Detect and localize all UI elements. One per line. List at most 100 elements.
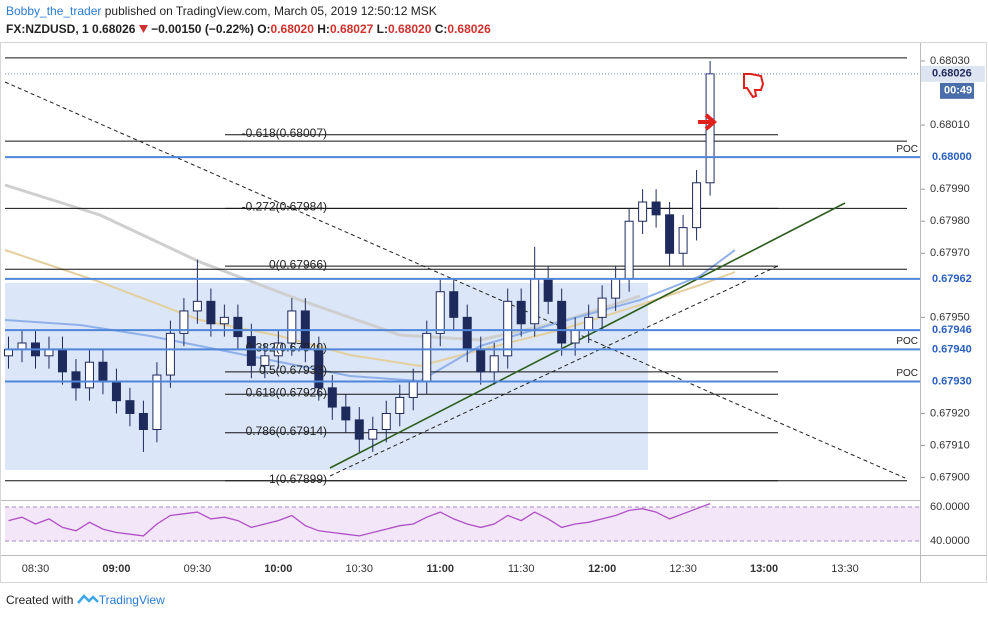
level-label: 0.67940	[932, 343, 972, 355]
y-tick-label: 0.68010	[930, 119, 970, 131]
rsi-tick-label: 60.0000	[930, 501, 970, 513]
candle-body	[192, 300, 202, 312]
author[interactable]: Bobby_the_trader	[6, 4, 102, 18]
candle-body	[530, 278, 540, 325]
level-label: 0.67946	[932, 324, 972, 336]
x-tick-label: 12:30	[669, 563, 697, 575]
candle-body	[516, 300, 526, 325]
ohlc-key: O:	[257, 22, 271, 36]
published: published on TradingView.com, March 05, …	[104, 4, 437, 18]
fib-label: -0.272(0.67984)	[242, 200, 327, 214]
down-arrow	[138, 25, 148, 33]
y-tick-label: 0.67920	[930, 407, 970, 419]
trend-line	[4, 81, 906, 479]
candle-body	[597, 297, 607, 318]
fib-label: 0.382(0.67940)	[246, 341, 327, 355]
y-tick-label: 0.67980	[930, 215, 970, 227]
ohlc-value: 0.68026	[447, 22, 491, 36]
x-tick-label: 11:00	[426, 563, 454, 575]
level-badge	[921, 322, 985, 339]
last-price-badge	[921, 65, 985, 82]
candle-body	[327, 387, 337, 408]
ohlc: O:0.68020 H:0.68027 L:0.68020 C:0.68026	[257, 22, 491, 36]
arrow-annotation	[698, 113, 718, 131]
candle-body	[219, 316, 229, 325]
candle-body	[624, 220, 634, 280]
thumbs-down-icon	[743, 73, 765, 99]
last-price-label: 0.68026	[932, 68, 972, 80]
candle-body	[354, 419, 364, 440]
ohlc-value: 0.68020	[388, 22, 432, 36]
level-label: 0.67930	[932, 375, 972, 387]
chart-frame	[0, 42, 987, 583]
x-tick-label: 08:30	[22, 563, 50, 575]
candle-body	[152, 374, 162, 431]
footer-prefix: Created with	[6, 593, 74, 607]
candle-body	[260, 355, 270, 366]
candle-body	[449, 291, 459, 318]
level-tag: POC	[896, 336, 918, 347]
fib-label: 1(0.67899)	[269, 472, 327, 486]
level-badge	[921, 373, 985, 390]
last: 0.68026	[92, 22, 136, 36]
candle-body	[570, 329, 580, 344]
x-tick-label: 10:30	[346, 563, 374, 575]
candle-body	[341, 406, 351, 421]
logo	[76, 594, 99, 604]
x-tick-label: 09:00	[102, 563, 130, 575]
symbol-line: FX:NZDUSD, 1 0.68026 −0.00150 (−0.22%) O…	[6, 22, 491, 36]
chart: -0.618(0.68007) -0.272(0.67984) 0(0.67966)…	[0, 42, 987, 583]
y-tick-label: 0.67900	[930, 471, 970, 483]
candle-body	[503, 300, 513, 357]
y-tick-label: 0.67910	[930, 439, 970, 451]
ohlc-value: 0.68027	[329, 22, 374, 36]
candle-body	[138, 412, 148, 431]
level-badge	[921, 149, 985, 166]
candle-body	[435, 291, 445, 334]
candle-body	[179, 310, 189, 334]
fib-label: 0.786(0.67914)	[246, 424, 327, 438]
candle-body	[611, 278, 621, 299]
footer-brand[interactable]: TradingView	[98, 593, 165, 607]
y-tick-label: 0.68030	[930, 55, 970, 67]
ohlc-key: L:	[376, 22, 388, 36]
publish-line: Bobby_the_trader published on TradingVie…	[6, 4, 437, 18]
candle-body	[395, 396, 405, 414]
candle-body	[287, 310, 297, 344]
candle-body	[381, 412, 391, 431]
ohlc-key: C:	[434, 22, 448, 36]
change: −0.00150 (−0.22%)	[151, 22, 254, 36]
candle-body	[368, 429, 378, 440]
ohlc-key: H:	[317, 22, 330, 36]
rsi-tick-label: 40.0000	[930, 535, 970, 547]
y-tick-label: 0.67970	[930, 247, 970, 259]
candle-body	[246, 336, 256, 366]
candle-body	[462, 316, 472, 350]
candle-body	[678, 227, 688, 254]
x-tick-label: 13:00	[750, 563, 778, 575]
candle-body	[692, 182, 702, 229]
fib-label: 0.618(0.67926)	[246, 385, 327, 399]
countdown: 00:49	[944, 85, 972, 97]
x-tick-label: 12:00	[588, 563, 616, 575]
level-label: 0.67962	[932, 273, 972, 285]
fib-label: 0(0.67966)	[269, 257, 327, 271]
range-box	[5, 283, 648, 470]
candle-body	[165, 332, 175, 376]
trend-line	[329, 202, 846, 469]
y-tick-label: 0.67990	[930, 183, 970, 195]
candle-body	[638, 201, 648, 222]
x-tick-label: 11:30	[508, 563, 535, 575]
level-badge	[921, 270, 985, 287]
candle-body	[651, 201, 661, 216]
candle-body	[408, 380, 418, 398]
candle-body	[476, 348, 486, 373]
candle-body	[57, 348, 67, 373]
candle-body	[543, 278, 553, 302]
rsi-line	[8, 502, 711, 537]
x-tick-label: 10:00	[264, 563, 292, 575]
candle-body	[206, 300, 216, 325]
candle-body	[111, 380, 121, 402]
fib-label: -0.618(0.68007)	[242, 126, 327, 140]
footer: Created with TradingView	[6, 593, 165, 607]
